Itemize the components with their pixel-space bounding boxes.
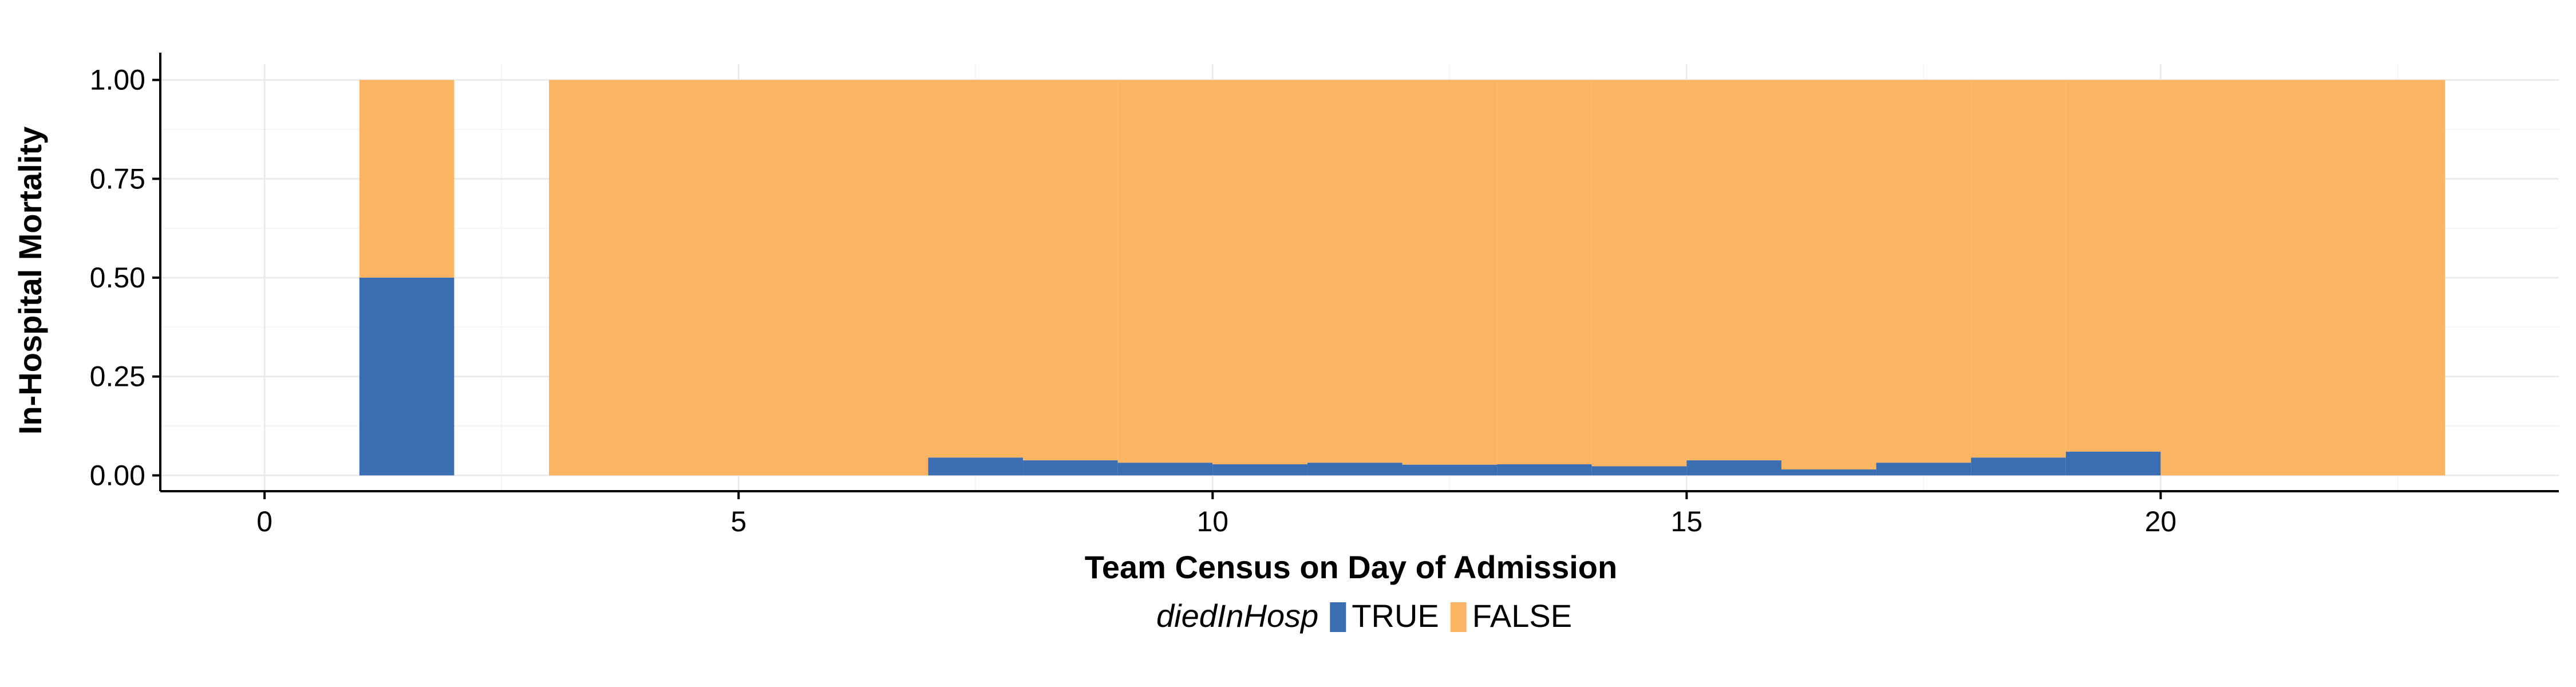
bar-true xyxy=(1971,457,2066,476)
bar-true xyxy=(1023,460,1118,476)
x-tick-label: 0 xyxy=(256,506,272,538)
bar-true xyxy=(1212,464,1307,476)
bar-false xyxy=(1212,80,1307,465)
bar-false xyxy=(2065,80,2161,452)
bar-true xyxy=(1307,463,1402,476)
y-tick-label: 0.50 xyxy=(90,262,145,294)
bar-false xyxy=(2160,80,2445,476)
x-tick-label: 20 xyxy=(2145,506,2177,538)
legend-title: diedInHosp xyxy=(1156,598,1318,634)
bar-false xyxy=(549,80,929,476)
x-axis-label: Team Census on Day of Admission xyxy=(1085,549,1617,585)
x-tick-label: 15 xyxy=(1671,506,1703,538)
legend-key-false xyxy=(1450,602,1467,632)
bar-false xyxy=(1023,80,1118,461)
bar-false xyxy=(1402,80,1498,465)
bar-true xyxy=(1591,466,1687,476)
bar-false xyxy=(1971,80,2066,458)
legend-key-true xyxy=(1330,602,1346,632)
bar-true xyxy=(1876,463,1971,476)
bar-true xyxy=(1686,460,1781,476)
bar-false xyxy=(1686,80,1781,461)
y-tick-label: 0.00 xyxy=(90,459,145,491)
y-tick-label: 1.00 xyxy=(90,64,145,96)
x-tick-label: 5 xyxy=(730,506,746,538)
bar-false xyxy=(1117,80,1213,463)
bar-false xyxy=(359,80,455,278)
legend-label-false: FALSE xyxy=(1472,598,1572,634)
legend-label-true: TRUE xyxy=(1352,598,1439,634)
bar-false xyxy=(1781,80,1876,470)
y-axis-label: In-Hospital Mortality xyxy=(12,127,48,435)
bar-true xyxy=(1497,464,1592,476)
y-tick-label: 0.25 xyxy=(90,361,145,393)
bar-true xyxy=(2065,451,2161,476)
y-tick-label: 0.75 xyxy=(90,163,145,195)
bar-true xyxy=(1781,469,1876,476)
bar-false xyxy=(1876,80,1971,463)
bar-false xyxy=(1591,80,1687,467)
bar-false xyxy=(1497,80,1592,465)
bar-true xyxy=(1117,463,1213,476)
legend: diedInHosp TRUE FALSE xyxy=(1156,598,1572,634)
bar-false xyxy=(928,80,1024,458)
x-tick-label: 10 xyxy=(1196,506,1228,538)
bar-false xyxy=(1307,80,1402,463)
bar-true xyxy=(359,278,455,476)
bars xyxy=(359,80,2445,476)
bar-true xyxy=(928,457,1024,476)
ticks: 0.00 0.25 0.50 0.75 1.00 0 5 10 15 20 xyxy=(90,64,2177,538)
axes xyxy=(159,53,2559,492)
bar-true xyxy=(1402,464,1498,476)
